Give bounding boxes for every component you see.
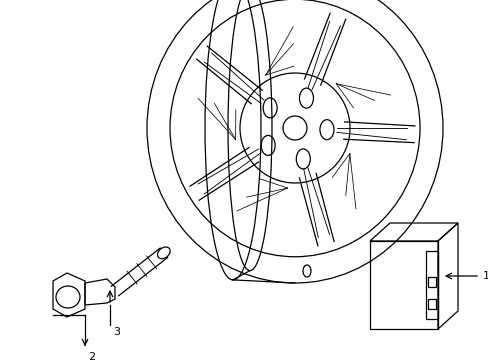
Bar [369, 241, 437, 329]
Bar [427, 277, 435, 287]
Text: 1: 1 [482, 271, 488, 281]
Bar [425, 251, 437, 319]
Text: 2: 2 [88, 352, 95, 360]
Bar [427, 299, 435, 309]
Text: 3: 3 [113, 327, 120, 337]
